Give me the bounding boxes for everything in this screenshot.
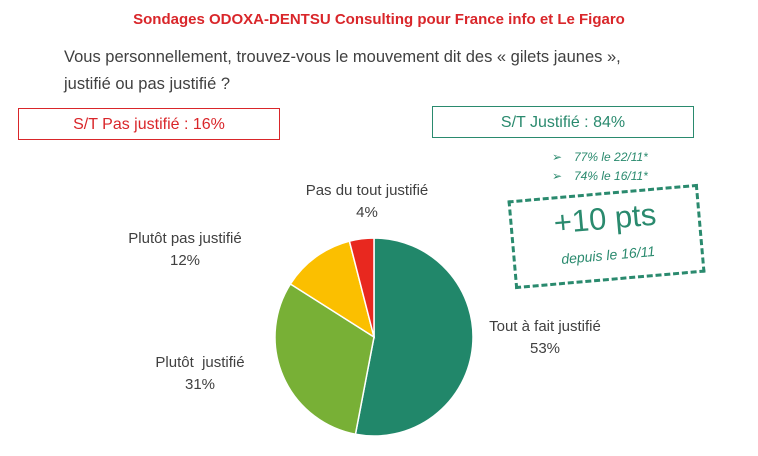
- slice-value: 4%: [356, 204, 378, 221]
- slice-name: Pas du tout justifié: [305, 182, 429, 199]
- slice-label-tout-a-fait: Tout à fait justifié 53%: [440, 316, 650, 360]
- slice-label-plutot-justifie: Plutôt justifié 31%: [95, 352, 305, 396]
- slice-label-plutot-pas: Plutôt pas justifié 12%: [80, 228, 290, 272]
- history-item-1: ➢ 77% le 22/11*: [552, 150, 648, 164]
- history-item-2: ➢ 74% le 16/11*: [552, 169, 648, 183]
- history-text: 74% le 16/11*: [574, 169, 648, 183]
- pie-slice-0: [354, 237, 474, 437]
- slice-label-pas-du-tout: Pas du tout justifié 4%: [262, 180, 472, 224]
- slice-name: Tout à fait justifié: [489, 318, 601, 335]
- question-line-2: justifié ou pas justifié ?: [64, 75, 231, 93]
- history-text: 77% le 22/11*: [574, 150, 648, 164]
- slice-value: 12%: [169, 252, 201, 269]
- arrow-bullet-icon: ➢: [552, 150, 563, 164]
- question-line-1: Vous personnellement, trouvez-vous le mo…: [64, 48, 621, 66]
- slice-name: Plutôt pas justifié: [128, 230, 242, 247]
- summary-positive-box: S/T Justifié : 84%: [432, 106, 694, 138]
- pie-slice-3: [348, 237, 375, 338]
- arrow-bullet-icon: ➢: [552, 169, 563, 183]
- pie-slice-2: [289, 240, 376, 339]
- slice-value: 31%: [184, 376, 216, 393]
- chart-title: Sondages ODOXA-DENTSU Consulting pour Fr…: [133, 11, 625, 28]
- slice-value: 53%: [529, 340, 561, 357]
- slice-name: Plutôt justifié: [155, 354, 245, 371]
- survey-question: Vous personnellement, trouvez-vous le mo…: [64, 44, 704, 98]
- summary-negative-box: S/T Pas justifié : 16%: [18, 108, 280, 140]
